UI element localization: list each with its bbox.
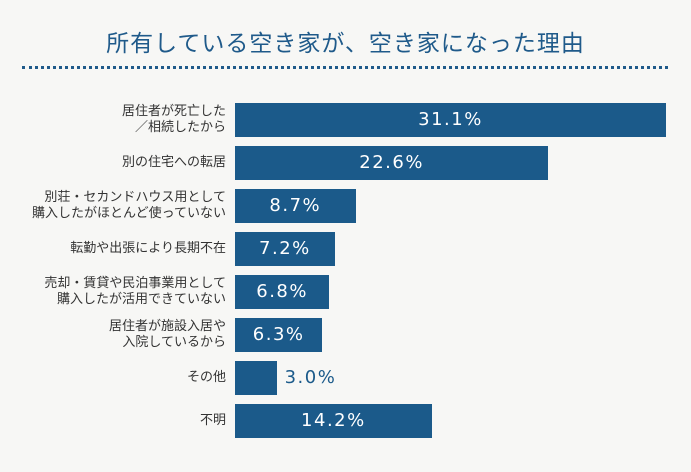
bar	[235, 404, 432, 438]
category-label: その他	[186, 370, 226, 385]
category-label: 別の住宅への転居	[121, 155, 226, 170]
category-label: 不明	[199, 413, 226, 428]
chart-title: 所有している空き家が、空き家になった理由	[106, 31, 585, 57]
category-label: 居住者が施設入居や 入院しているから	[108, 319, 226, 350]
value-label: 8.7%	[269, 195, 322, 216]
value-label: 14.2%	[301, 410, 366, 431]
value-label: 7.2%	[259, 238, 311, 259]
category-label: 転勤や出張により長期不在	[70, 241, 226, 256]
bar	[235, 275, 330, 309]
title-rule	[22, 66, 668, 69]
bar	[235, 318, 323, 352]
bar	[235, 103, 666, 137]
value-label: 6.3%	[252, 324, 305, 345]
bar	[235, 361, 277, 395]
bar	[235, 189, 356, 223]
bar	[235, 146, 549, 180]
bar	[235, 232, 335, 266]
category-label: 居住者が死亡した ／相続したから	[121, 104, 226, 135]
value-label: 3.0%	[284, 367, 337, 388]
category-label: 別荘・セカンドハウス用として 購入したがほとんど使っていない	[32, 190, 226, 221]
value-label: 31.1%	[418, 109, 483, 130]
value-label: 22.6%	[359, 152, 424, 173]
category-label: 売却・賃貸や民泊事業用として 購入したが活用できていない	[44, 276, 226, 307]
value-label: 6.8%	[256, 281, 308, 302]
